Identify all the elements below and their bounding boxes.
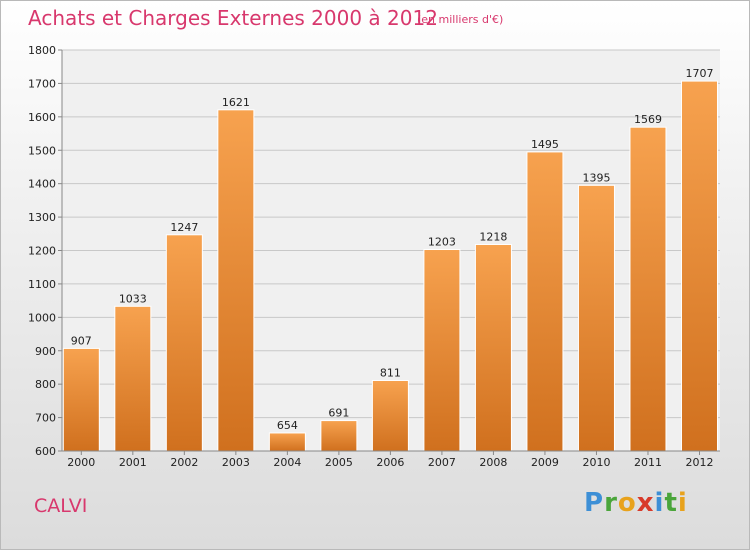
x-tick-label-2003: 2003 bbox=[222, 456, 250, 469]
y-tick-label: 1000 bbox=[28, 311, 56, 324]
value-label-2008: 1218 bbox=[479, 230, 507, 243]
location-name: CALVI bbox=[34, 495, 88, 517]
y-tick-label: 600 bbox=[35, 445, 56, 458]
y-tick-label: 1400 bbox=[28, 178, 56, 191]
y-tick-label: 1600 bbox=[28, 111, 56, 124]
x-tick-label-2004: 2004 bbox=[273, 456, 301, 469]
value-label-2001: 1033 bbox=[119, 292, 147, 305]
x-tick-label-2008: 2008 bbox=[479, 456, 507, 469]
bar-2000 bbox=[62, 347, 100, 452]
value-label-2007: 1203 bbox=[428, 235, 456, 248]
y-tick-label: 1800 bbox=[28, 44, 56, 57]
bar-2006 bbox=[371, 379, 409, 452]
x-tick-label-2007: 2007 bbox=[428, 456, 456, 469]
bar-2003 bbox=[217, 109, 255, 452]
y-tick-label: 1700 bbox=[28, 77, 56, 90]
bar-2012 bbox=[680, 80, 718, 452]
value-label-2006: 811 bbox=[380, 366, 401, 379]
bar-2002 bbox=[165, 234, 203, 452]
logo-letter: x bbox=[636, 488, 655, 518]
logo-letter: i bbox=[677, 488, 688, 518]
value-label-2009: 1495 bbox=[531, 138, 559, 151]
axes bbox=[58, 49, 720, 455]
x-tick-label-2005: 2005 bbox=[325, 456, 353, 469]
x-tick-label-2001: 2001 bbox=[119, 456, 147, 469]
bar-2010 bbox=[577, 184, 615, 452]
x-tick-label-2006: 2006 bbox=[376, 456, 404, 469]
value-label-2005: 691 bbox=[328, 407, 349, 420]
bar-2004 bbox=[268, 432, 306, 452]
logo-letter: P bbox=[584, 488, 605, 518]
y-tick-label: 700 bbox=[35, 412, 56, 425]
chart-title: Achats et Charges Externes 2000 à 2012 bbox=[28, 6, 438, 30]
bar-2001 bbox=[114, 305, 152, 452]
y-tick-label: 1300 bbox=[28, 211, 56, 224]
y-tick-label: 1500 bbox=[28, 144, 56, 157]
value-label-2010: 1395 bbox=[582, 171, 610, 184]
bars bbox=[62, 80, 718, 452]
x-tick-label-2012: 2012 bbox=[685, 456, 713, 469]
x-tick-label-2010: 2010 bbox=[582, 456, 610, 469]
value-label-2002: 1247 bbox=[170, 221, 198, 234]
value-label-2000: 907 bbox=[71, 334, 92, 347]
logo-letter: i bbox=[654, 488, 665, 518]
bar-2007 bbox=[423, 248, 461, 452]
x-tick-label-2011: 2011 bbox=[634, 456, 662, 469]
y-tick-label: 900 bbox=[35, 345, 56, 358]
logo-letter: t bbox=[664, 488, 678, 518]
value-label-2003: 1621 bbox=[222, 96, 250, 109]
y-tick-label: 1200 bbox=[28, 245, 56, 258]
chart-subtitle: (en milliers d'€) bbox=[417, 13, 504, 26]
proxiti-logo: Proxiti bbox=[584, 488, 688, 518]
bar-2005 bbox=[320, 420, 358, 452]
x-tick-label-2009: 2009 bbox=[531, 456, 559, 469]
bar-2011 bbox=[629, 126, 667, 452]
logo-letter: o bbox=[617, 488, 637, 518]
value-label-2011: 1569 bbox=[634, 113, 662, 126]
bar-2008 bbox=[474, 243, 512, 452]
labels: 600 700 800 900 1000 1100 1200 1300 1400 1500 1600… bbox=[28, 44, 713, 469]
value-label-2012: 1707 bbox=[685, 67, 713, 80]
y-tick-label: 1100 bbox=[28, 278, 56, 291]
bar-2009 bbox=[526, 151, 564, 452]
logo-letter: r bbox=[604, 488, 618, 518]
x-tick-label-2000: 2000 bbox=[67, 456, 95, 469]
x-tick-label-2002: 2002 bbox=[170, 456, 198, 469]
value-label-2004: 654 bbox=[277, 419, 298, 432]
y-tick-label: 800 bbox=[35, 378, 56, 391]
